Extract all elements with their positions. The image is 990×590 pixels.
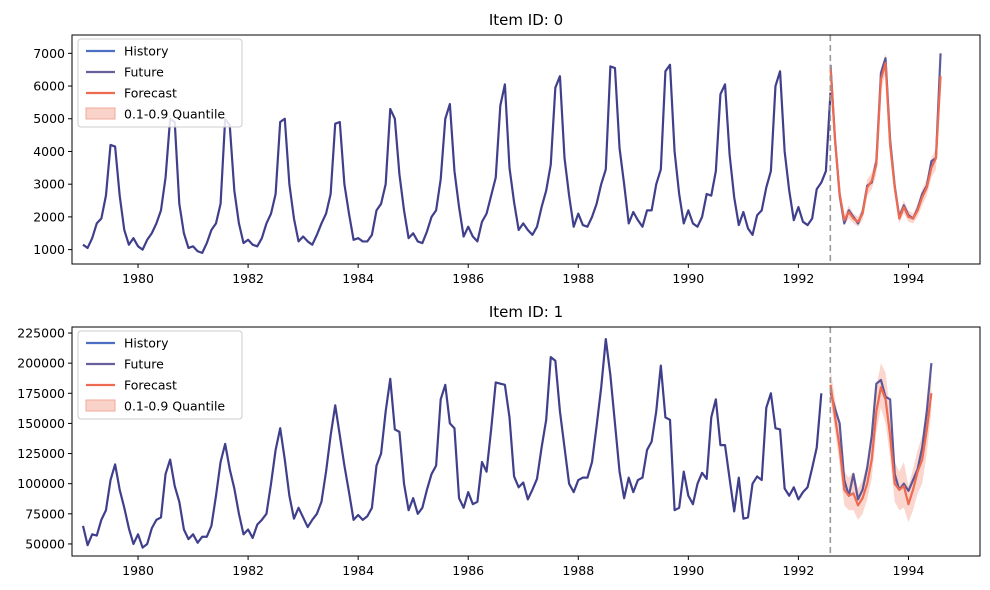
y-tick-label: 150000 [17,416,65,431]
legend-label-history: History [124,44,169,59]
y-tick-label: 7000 [33,46,65,61]
chart-panel-item-1: Item ID: 1 1980 1982 1984 1986 1988 1990 1992 19… [17,303,981,578]
chart-title: Item ID: 0 [489,11,563,29]
legend-label-forecast: Forecast [124,86,177,101]
y-tick-label: 4000 [33,144,65,159]
legend-label-quantile_fill: 0.1-0.9 Quantile [124,399,225,414]
y-tick-label: 75000 [25,506,65,521]
x-tick-label: 1982 [232,563,264,578]
legend-swatch-quantile [85,399,116,412]
legend-label-future: Future [124,65,164,80]
legend: History Future Forecast 0.1-0.9 Quantile [77,38,243,128]
plot-area [82,53,942,254]
series-future-line [829,53,942,225]
legend-swatch-quantile [85,107,116,120]
x-tick-label: 1980 [122,271,154,286]
x-tick-label: 1986 [452,271,484,286]
y-tick-label: 200000 [17,356,65,371]
series-forecast-line [829,62,942,223]
x-tick-label: 1988 [562,563,594,578]
y-tick-label: 225000 [17,326,65,341]
legend-label-forecast: Forecast [124,378,177,393]
x-tick-label: 1986 [452,563,484,578]
y-tick-label: 6000 [33,79,65,94]
x-tick-label: 1990 [672,563,704,578]
plot-area [81,337,933,549]
x-tick-label: 1984 [342,563,374,578]
x-tick-label: 1994 [893,271,925,286]
legend: History Future Forecast 0.1-0.9 Quantile [77,330,243,420]
chart-panel-item-0: Item ID: 0 1980 1982 1984 1986 1988 1990 1992 19… [33,11,981,286]
series-future-line [829,363,933,501]
y-tick-label: 2000 [33,209,65,224]
x-tick-label: 1992 [782,271,814,286]
legend-box [77,330,243,420]
y-tick-label: 100000 [17,476,65,491]
legend-box [77,38,243,128]
x-tick-label: 1982 [232,271,264,286]
y-tick-label: 1000 [33,242,65,257]
legend-label-future: Future [124,357,164,372]
y-tick-label: 125000 [17,446,65,461]
y-tick-label: 5000 [33,111,65,126]
series-forecast-line [829,384,933,507]
legend-label-history: History [124,336,169,351]
series-history-line [82,63,832,254]
x-tick-label: 1980 [122,563,154,578]
y-tick-label: 50000 [25,536,65,551]
x-tick-label: 1984 [342,271,374,286]
axes-frame [71,34,981,265]
axes-frame [71,326,981,557]
x-tick-label: 1992 [782,563,814,578]
series-history-line [81,337,823,549]
chart-title: Item ID: 1 [489,303,563,321]
legend-label-quantile_fill: 0.1-0.9 Quantile [124,107,225,122]
x-tick-label: 1994 [893,563,925,578]
y-tick-label: 3000 [33,177,65,192]
x-tick-label: 1990 [672,271,704,286]
y-tick-label: 175000 [17,386,65,401]
x-tick-label: 1988 [562,271,594,286]
